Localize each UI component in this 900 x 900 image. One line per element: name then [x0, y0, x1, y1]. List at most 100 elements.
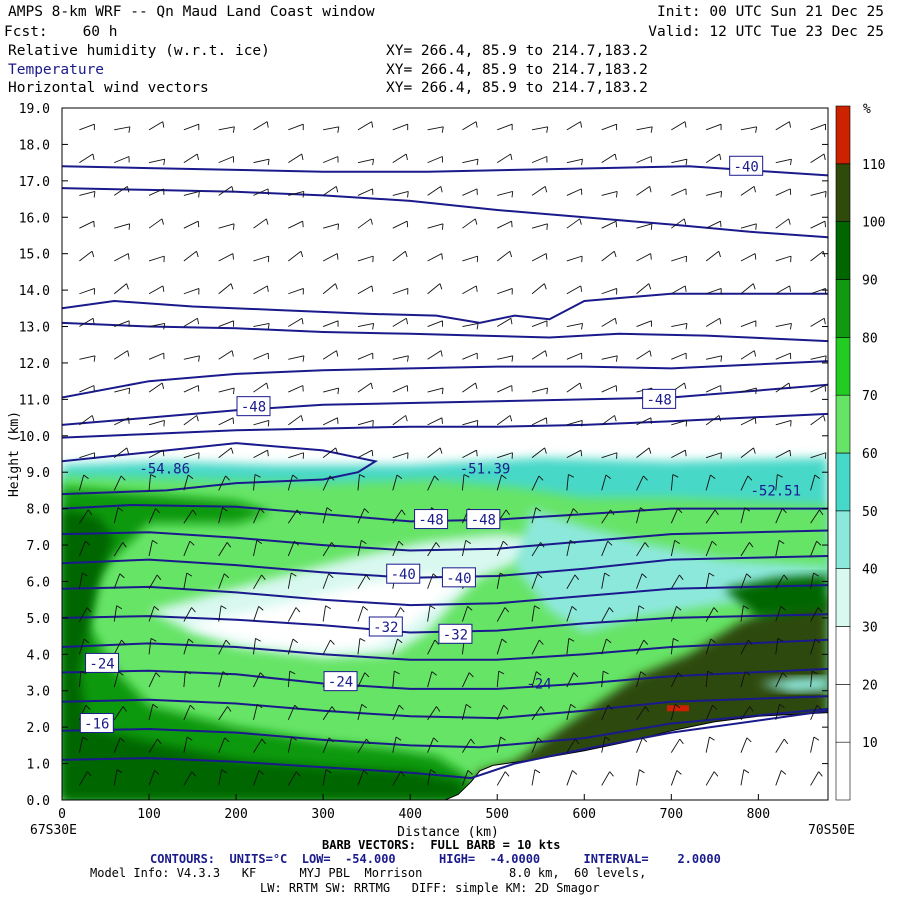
wind-barb-424 — [775, 638, 784, 655]
x-axis-title: Distance (km) — [397, 825, 499, 840]
wind-barb-178 — [357, 449, 374, 459]
wind-barb-104 — [218, 126, 235, 133]
wind-barb-31 — [113, 447, 130, 458]
wind-barb-93 — [218, 475, 231, 491]
wind-barb-24 — [113, 671, 124, 688]
wind-barb-18 — [79, 191, 96, 198]
wind-barb-321 — [601, 572, 610, 589]
wind-barb-435 — [775, 285, 792, 295]
y-tick-9: 9.0 — [27, 466, 828, 481]
wind-barb-176 — [357, 508, 369, 524]
wind-barb-68 — [183, 607, 196, 622]
svg-text:0.0: 0.0 — [27, 794, 50, 809]
wind-barb-409 — [740, 447, 756, 458]
wind-barb-250 — [462, 158, 479, 166]
temperature-contour-1 — [62, 187, 828, 239]
contour-label-4: -51.39 — [460, 462, 511, 478]
wind-barb-53 — [148, 419, 165, 427]
rh-region-9 — [758, 676, 828, 693]
wind-barb-167 — [323, 126, 340, 133]
svg-text:-32: -32 — [443, 627, 468, 643]
temperature-contour-17 — [62, 709, 828, 780]
wind-barb-60 — [148, 188, 165, 196]
wind-barb-49 — [148, 539, 158, 557]
contour-label-7: -48 — [466, 509, 501, 530]
wind-barb-339 — [636, 671, 646, 688]
wind-barb-11 — [79, 415, 95, 426]
wind-barb-381 — [705, 670, 714, 688]
wind-barb-79 — [183, 250, 199, 262]
wind-barb-412 — [740, 350, 757, 360]
wind-barb-223 — [427, 350, 443, 360]
contour-label-5: -52.51 — [750, 483, 801, 499]
wind-barb-251 — [462, 121, 478, 131]
colorbar-tick-3: 40 — [862, 563, 878, 578]
fcst-value: 60 h — [82, 24, 118, 40]
wind-barb-168 — [357, 770, 369, 786]
wind-barb-236 — [461, 606, 473, 622]
wind-barb-14 — [79, 317, 95, 327]
temperature-contour-7 — [62, 442, 379, 496]
plot-frame — [61, 107, 829, 801]
wind-barb-282 — [531, 475, 544, 491]
x-tick-5: 500 — [485, 794, 509, 822]
wind-barb-376 — [671, 158, 688, 166]
wind-barb-245 — [462, 323, 479, 330]
wind-barb-261 — [496, 474, 507, 491]
valid-time: Valid: 12 UTC Tue 23 Dec 25 — [648, 24, 884, 40]
wind-barb-142 — [288, 250, 304, 262]
wind-barb-67 — [183, 638, 194, 655]
wind-barb-278 — [531, 605, 540, 622]
wind-barb-116 — [253, 419, 270, 427]
fcst-label: Fcst: — [4, 24, 48, 40]
svg-text:14.0: 14.0 — [19, 284, 50, 299]
wind-barb-166 — [322, 156, 339, 164]
wind-barb-454 — [810, 355, 827, 362]
svg-text:40: 40 — [862, 563, 878, 578]
wind-barb-130 — [287, 638, 298, 655]
wind-barb-268 — [496, 250, 513, 262]
wind-barb-25 — [113, 639, 126, 655]
wind-barb-61 — [148, 158, 166, 166]
wind-barb-319 — [601, 638, 612, 655]
colorbar-bin-5 — [835, 452, 851, 512]
wind-barb-70 — [183, 540, 195, 557]
wind-barb-88 — [218, 639, 231, 655]
wind-barb-134 — [287, 509, 302, 524]
wind-barb-280 — [531, 542, 545, 557]
svg-text:-48: -48 — [471, 513, 496, 529]
colorbar-bin-11 — [835, 105, 851, 165]
wind-barb-294 — [566, 770, 578, 786]
wind-barb-422 — [775, 703, 785, 720]
wind-barb-305 — [566, 419, 583, 427]
wind-barb-152 — [322, 605, 331, 622]
wind-barb-34 — [113, 350, 130, 360]
wind-barb-33 — [114, 387, 131, 395]
wind-barb-103 — [218, 156, 235, 164]
wind-barb-96 — [218, 387, 235, 395]
wind-barb-322 — [601, 540, 613, 557]
wind-barb-40 — [114, 156, 130, 164]
wind-barb-204 — [392, 288, 409, 295]
wind-barb-388 — [705, 452, 722, 459]
wind-barb-54 — [148, 382, 165, 393]
wind-barb-244 — [462, 352, 478, 360]
contour-label-3: -54.86 — [139, 462, 190, 478]
svg-text:4.0: 4.0 — [27, 648, 50, 663]
y-tick-8: 8.0 — [27, 503, 828, 518]
wind-barb-283 — [531, 447, 547, 458]
wind-barb-183 — [357, 285, 374, 295]
wind-barb-62 — [148, 121, 165, 131]
wind-barb-157 — [322, 447, 338, 458]
wind-barb-258 — [496, 572, 506, 589]
contour-label-2: -48 — [642, 388, 677, 409]
y-tick-1: 1.0 — [27, 758, 828, 773]
wind-barb-347 — [636, 417, 652, 426]
colorbar-tick-2: 30 — [862, 621, 878, 636]
wind-barb-452 — [810, 415, 826, 426]
wind-barb-442 — [810, 736, 820, 753]
wind-barb-328 — [601, 355, 618, 362]
wind-barb-90 — [218, 573, 230, 589]
contour-label-10: -32 — [368, 616, 403, 637]
wind-barb-311 — [566, 218, 582, 229]
